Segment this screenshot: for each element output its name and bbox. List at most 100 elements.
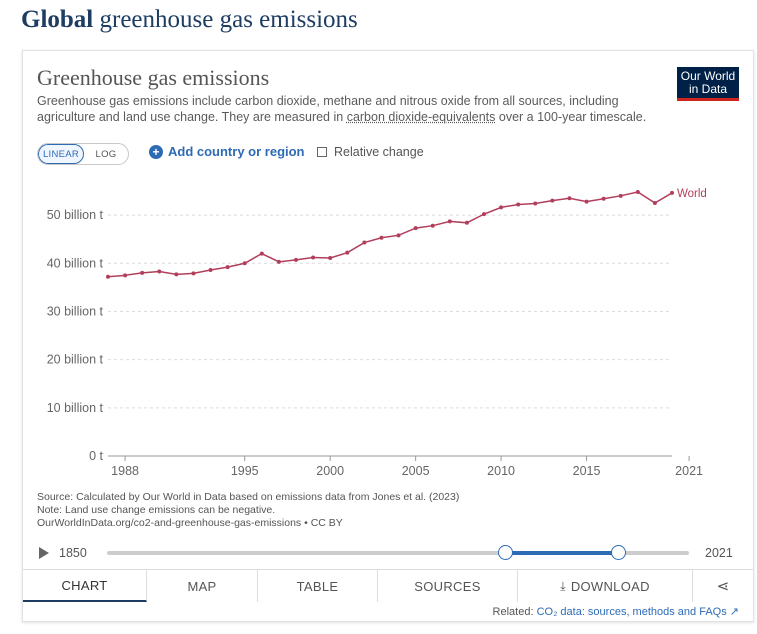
data-point — [328, 255, 333, 260]
data-point — [276, 259, 281, 264]
download-label: DOWNLOAD — [570, 578, 650, 594]
related-label: Related: — [492, 606, 537, 618]
y-tick-label: 50 billion t — [47, 208, 104, 222]
page-title-bold: Global — [21, 6, 94, 33]
download-icon: ⤓ — [560, 578, 566, 593]
data-point — [208, 268, 213, 273]
data-point — [413, 226, 418, 231]
grid-lines — [108, 214, 672, 409]
timeline-track[interactable] — [107, 551, 689, 555]
owid-logo[interactable]: Our World in Data — [677, 67, 739, 101]
tab-map[interactable]: MAP — [147, 570, 258, 602]
data-point — [259, 251, 264, 256]
plus-circle-icon: + — [149, 144, 163, 159]
data-point — [464, 220, 469, 225]
y-tick-label: 20 billion t — [47, 353, 104, 367]
relative-change-checkbox[interactable] — [317, 147, 327, 157]
data-point — [430, 223, 435, 228]
x-tick-label: 2010 — [487, 464, 515, 478]
x-tick-label: 2005 — [402, 464, 430, 478]
data-point — [482, 212, 486, 217]
data-point — [379, 235, 384, 240]
page-title: Global greenhouse gas emissions — [21, 6, 358, 34]
timeline-end-handle[interactable] — [611, 545, 626, 560]
tab-sources[interactable]: SOURCES — [378, 570, 518, 602]
data-point — [174, 272, 179, 277]
tab-bar: CHART MAP TABLE SOURCES ⤓ DOWNLOAD ⋖ — [23, 569, 753, 602]
data-point — [311, 255, 316, 260]
x-axis: 1988 1995 2000 2005 2010 2015 2021 — [108, 455, 703, 478]
series-layer: World — [106, 188, 707, 279]
data-point — [140, 270, 145, 275]
data-point — [123, 273, 128, 278]
share-icon[interactable]: ⋖ — [716, 578, 730, 595]
play-icon[interactable] — [39, 547, 49, 559]
x-tick-label: 2000 — [316, 464, 344, 478]
data-point — [584, 199, 589, 204]
chart-title: Greenhouse gas emissions — [37, 65, 270, 90]
logo-line-2: in Data — [688, 82, 728, 96]
data-point — [294, 257, 298, 262]
tab-chart[interactable]: CHART — [23, 570, 147, 602]
y-tick-label: 0 t — [89, 449, 103, 463]
timeline-selected-range — [504, 551, 617, 555]
data-point — [550, 198, 555, 203]
related-links: Related: CO₂ data: sources, methods and … — [493, 605, 739, 618]
series-label: World — [677, 188, 707, 200]
series-line-world — [107, 191, 673, 278]
data-point — [567, 196, 572, 201]
chart-card: Greenhouse gas emissions Greenhouse gas … — [22, 50, 754, 622]
license-line[interactable]: OurWorldInData.org/co2-and-greenhouse-ga… — [37, 517, 343, 529]
logo-accent-bar — [677, 98, 739, 101]
scale-toggle: LINEAR LOG — [37, 143, 129, 165]
data-point — [516, 202, 521, 207]
relative-change-toggle[interactable]: Relative change — [317, 145, 424, 159]
data-point — [652, 201, 657, 206]
y-axis-ticks: 0 t 10 billion t 20 billion t 30 billion t 4… — [47, 208, 104, 463]
linear-scale-button[interactable]: LINEAR — [38, 144, 84, 164]
timeline-end-label: 2021 — [705, 546, 733, 560]
timeline-start-handle[interactable] — [498, 545, 513, 560]
x-tick-label: 2021 — [675, 464, 703, 478]
external-link-icon: ↗ — [729, 606, 739, 618]
data-point — [362, 240, 367, 245]
y-tick-label: 10 billion t — [47, 401, 104, 415]
source-notes: Source: Calculated by Our World in Data … — [37, 491, 459, 530]
data-point — [670, 190, 674, 195]
relative-change-label: Relative change — [334, 145, 424, 159]
timeline: 1850 2021 — [37, 545, 742, 561]
data-point — [618, 193, 623, 198]
related-faq-link[interactable]: CO₂ data: sources, methods and FAQs — [536, 606, 727, 618]
data-point — [396, 233, 401, 238]
data-point — [191, 271, 196, 276]
log-scale-button[interactable]: LOG — [95, 148, 117, 160]
add-country-button[interactable]: + Add country or region — [149, 144, 305, 159]
x-tick-label: 1988 — [111, 464, 139, 478]
chart-subtitle: Greenhouse gas emissions include carbon … — [37, 93, 657, 125]
source-line: Source: Calculated by Our World in Data … — [37, 491, 460, 503]
logo-line-1: Our World — [680, 69, 736, 83]
data-point — [106, 274, 110, 279]
y-tick-label: 40 billion t — [47, 256, 104, 270]
tab-table[interactable]: TABLE — [258, 570, 378, 602]
data-point — [345, 250, 350, 255]
data-point — [225, 265, 230, 270]
data-point — [601, 196, 606, 201]
note-line: Note: Land use change emissions can be n… — [37, 504, 276, 516]
x-tick-label: 2015 — [573, 464, 601, 478]
subtitle-text-post: over a 100-year timescale. — [495, 110, 647, 124]
x-tick-label: 1995 — [231, 464, 259, 478]
page-title-rest: greenhouse gas emissions — [93, 6, 358, 33]
subtitle-text-pre: Greenhouse gas emissions include carbon … — [37, 94, 619, 124]
tab-download[interactable]: ⤓ DOWNLOAD — [518, 570, 693, 602]
data-point — [533, 201, 538, 206]
y-tick-label: 30 billion t — [47, 304, 104, 318]
timeline-start-label: 1850 — [59, 546, 87, 560]
co2-equivalents-link[interactable]: carbon dioxide-equivalents — [346, 110, 496, 124]
add-country-label: Add country or region — [168, 144, 305, 159]
data-point — [499, 205, 504, 210]
data-point — [635, 189, 640, 194]
data-point — [447, 219, 452, 224]
line-chart: 0 t 10 billion t 20 billion t 30 billion t 4… — [47, 188, 707, 478]
data-point — [242, 261, 247, 266]
